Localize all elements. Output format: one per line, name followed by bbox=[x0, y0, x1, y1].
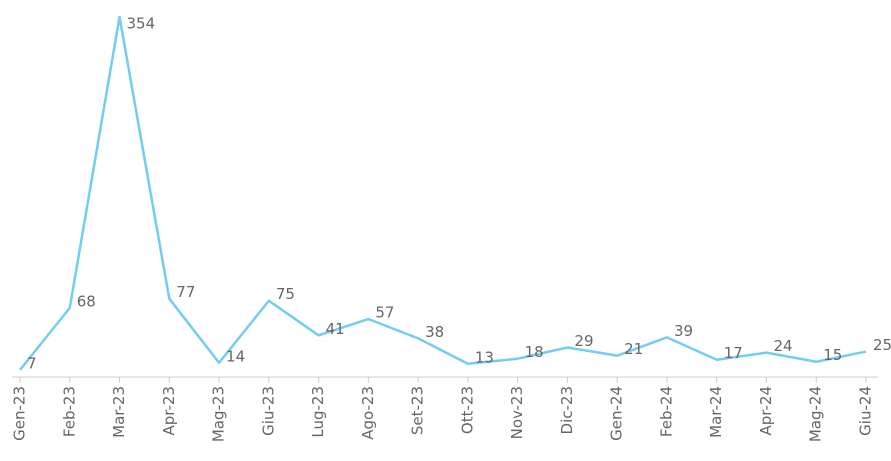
data-label: 7 bbox=[27, 354, 37, 372]
data-label: 57 bbox=[375, 304, 394, 322]
data-label: 14 bbox=[226, 347, 245, 365]
data-label: 39 bbox=[674, 322, 693, 340]
x-tick-label: Mag-23 bbox=[210, 386, 228, 442]
x-tick-label: Gen-23 bbox=[11, 386, 29, 441]
x-tick-label: Feb-23 bbox=[60, 386, 78, 437]
x-tick-label: Mar-23 bbox=[110, 386, 128, 438]
x-tick-label: Mag-24 bbox=[807, 386, 825, 442]
data-label: 21 bbox=[624, 340, 643, 358]
data-label: 24 bbox=[773, 337, 792, 355]
data-label: 13 bbox=[475, 348, 494, 366]
x-tick-label: Feb-24 bbox=[657, 386, 675, 437]
x-tick-label: Giu-23 bbox=[259, 386, 277, 436]
x-tick-label: Nov-23 bbox=[508, 386, 526, 439]
data-label: 354 bbox=[127, 15, 156, 33]
data-label: 38 bbox=[425, 323, 444, 341]
x-tick-label: Gen-24 bbox=[608, 386, 626, 441]
data-label: 29 bbox=[574, 332, 593, 350]
x-tick-label: Lug-23 bbox=[309, 386, 327, 438]
x-tick-label: Giu-24 bbox=[857, 386, 875, 436]
x-tick-label: Dic-23 bbox=[558, 386, 576, 434]
data-label: 75 bbox=[276, 285, 295, 303]
data-label: 17 bbox=[724, 344, 743, 362]
x-tick-label: Apr-24 bbox=[757, 386, 775, 436]
x-tick-label: Ago-23 bbox=[359, 386, 377, 440]
data-label: 18 bbox=[525, 343, 544, 361]
line bbox=[19, 15, 867, 371]
data-label: 77 bbox=[176, 283, 195, 301]
x-tick-label: Ott-23 bbox=[458, 386, 476, 434]
data-label: 68 bbox=[77, 292, 96, 310]
x-tick-label: Apr-23 bbox=[160, 386, 178, 436]
x-tick-label: Set-23 bbox=[409, 386, 427, 435]
data-label: 25 bbox=[873, 336, 891, 354]
data-label: 15 bbox=[823, 346, 842, 364]
data-label: 41 bbox=[326, 320, 345, 338]
x-tick-label: Mar-24 bbox=[707, 386, 725, 438]
